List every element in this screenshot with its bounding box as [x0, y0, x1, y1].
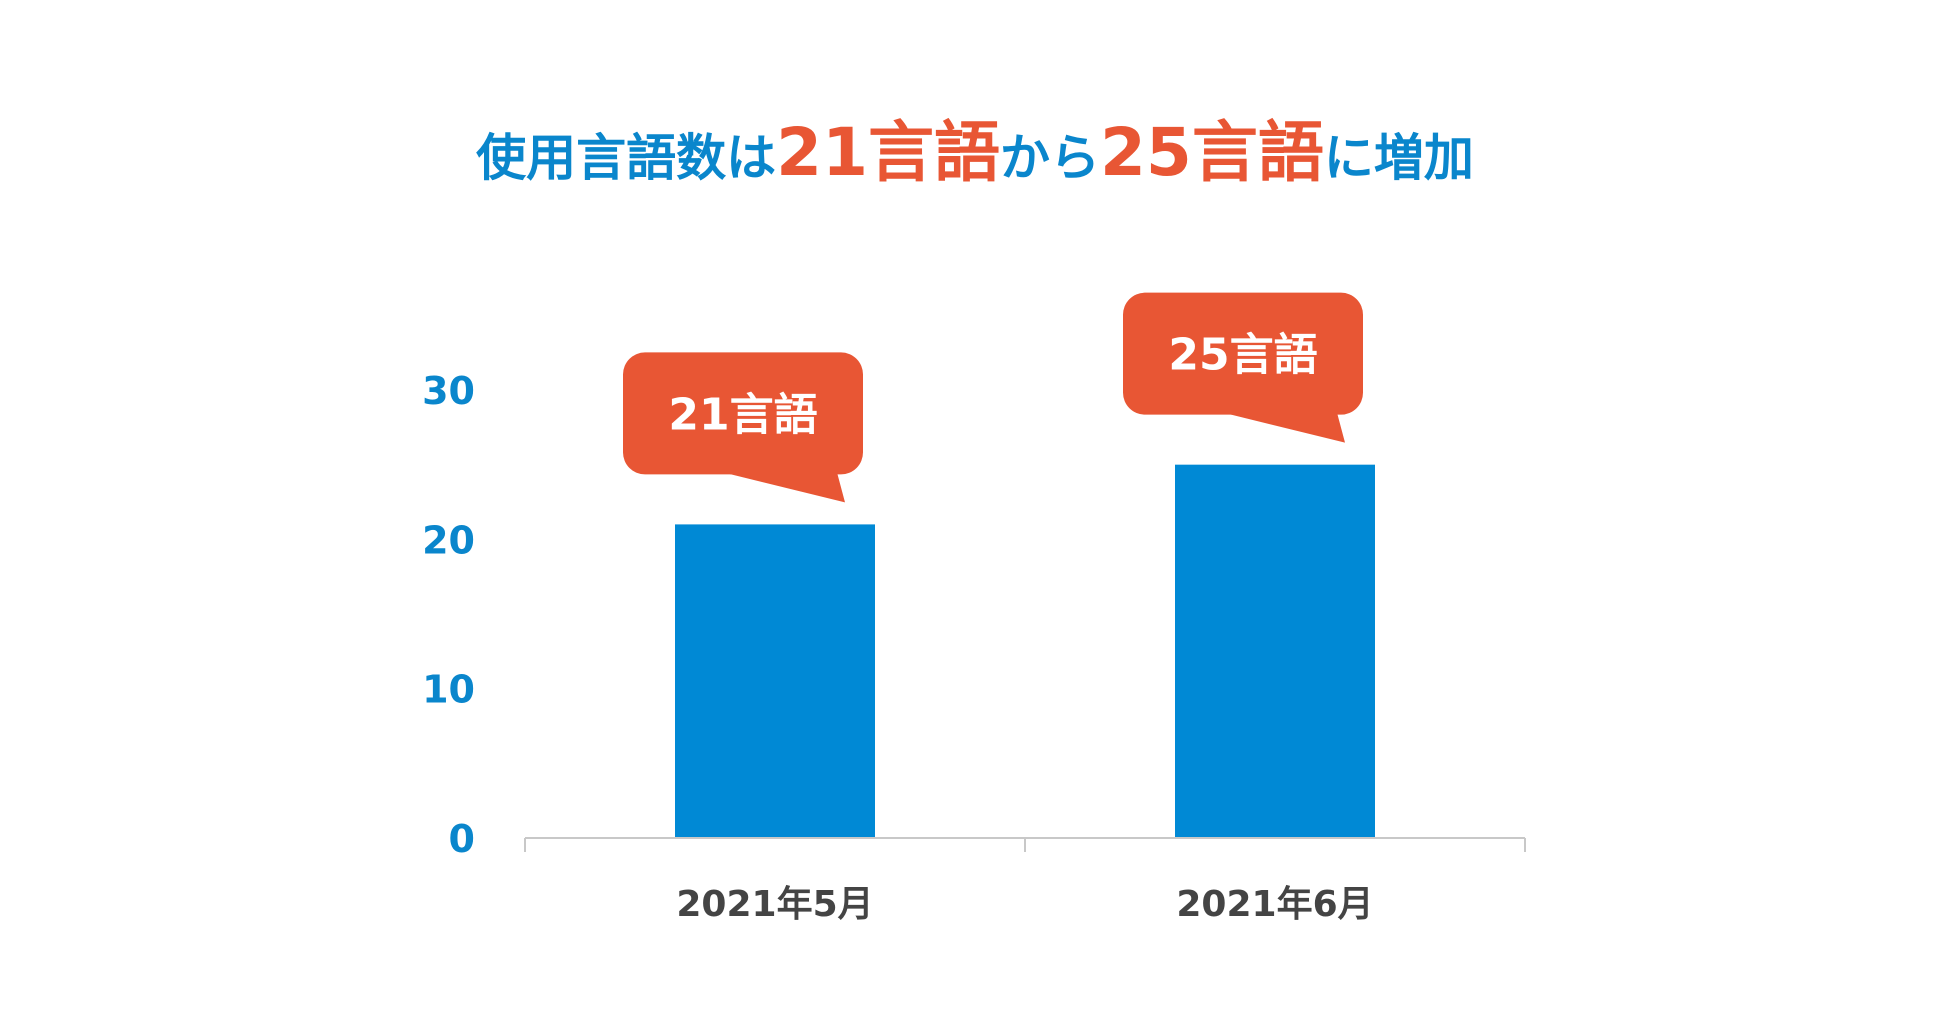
y-tick-label: 30 — [422, 369, 475, 413]
x-category-label: 2021年6月 — [1176, 884, 1373, 925]
callout-box — [623, 352, 863, 475]
callout-pointer — [723, 472, 845, 503]
callout-label: 21言語 — [668, 389, 817, 440]
bar-callouts: 21言語 25言語 — [623, 292, 1363, 503]
title-text-2: から — [1000, 129, 1100, 187]
title-text-4: に増加 — [1324, 129, 1474, 187]
callout-label: 25言語 — [1168, 330, 1317, 381]
y-tick-label: 0 — [449, 817, 475, 861]
callout-bubble-2: 25言語 — [1123, 292, 1363, 443]
bars — [675, 464, 1375, 838]
callout-bubble-1: 21言語 — [623, 352, 863, 503]
y-tick-label: 10 — [422, 668, 475, 712]
title-highlight-1: 21言語 — [776, 114, 1000, 191]
x-axis-labels: 2021年5月 2021年6月 — [676, 884, 1373, 925]
callout-box — [1123, 292, 1363, 415]
x-axis-ticks — [524, 838, 1526, 852]
y-tick-label: 20 — [422, 518, 475, 562]
bar-2 — [1175, 464, 1375, 838]
x-category-label: 2021年5月 — [676, 884, 873, 925]
chart-title: 使用言語数は21言語から25言語に増加 — [476, 114, 1474, 191]
title-text-0: 使用言語数は — [476, 129, 776, 187]
y-axis-ticks: 0 10 20 30 — [422, 369, 475, 861]
title-highlight-3: 25言語 — [1100, 114, 1324, 191]
bar-1 — [675, 524, 875, 838]
callout-pointer — [1223, 412, 1345, 443]
